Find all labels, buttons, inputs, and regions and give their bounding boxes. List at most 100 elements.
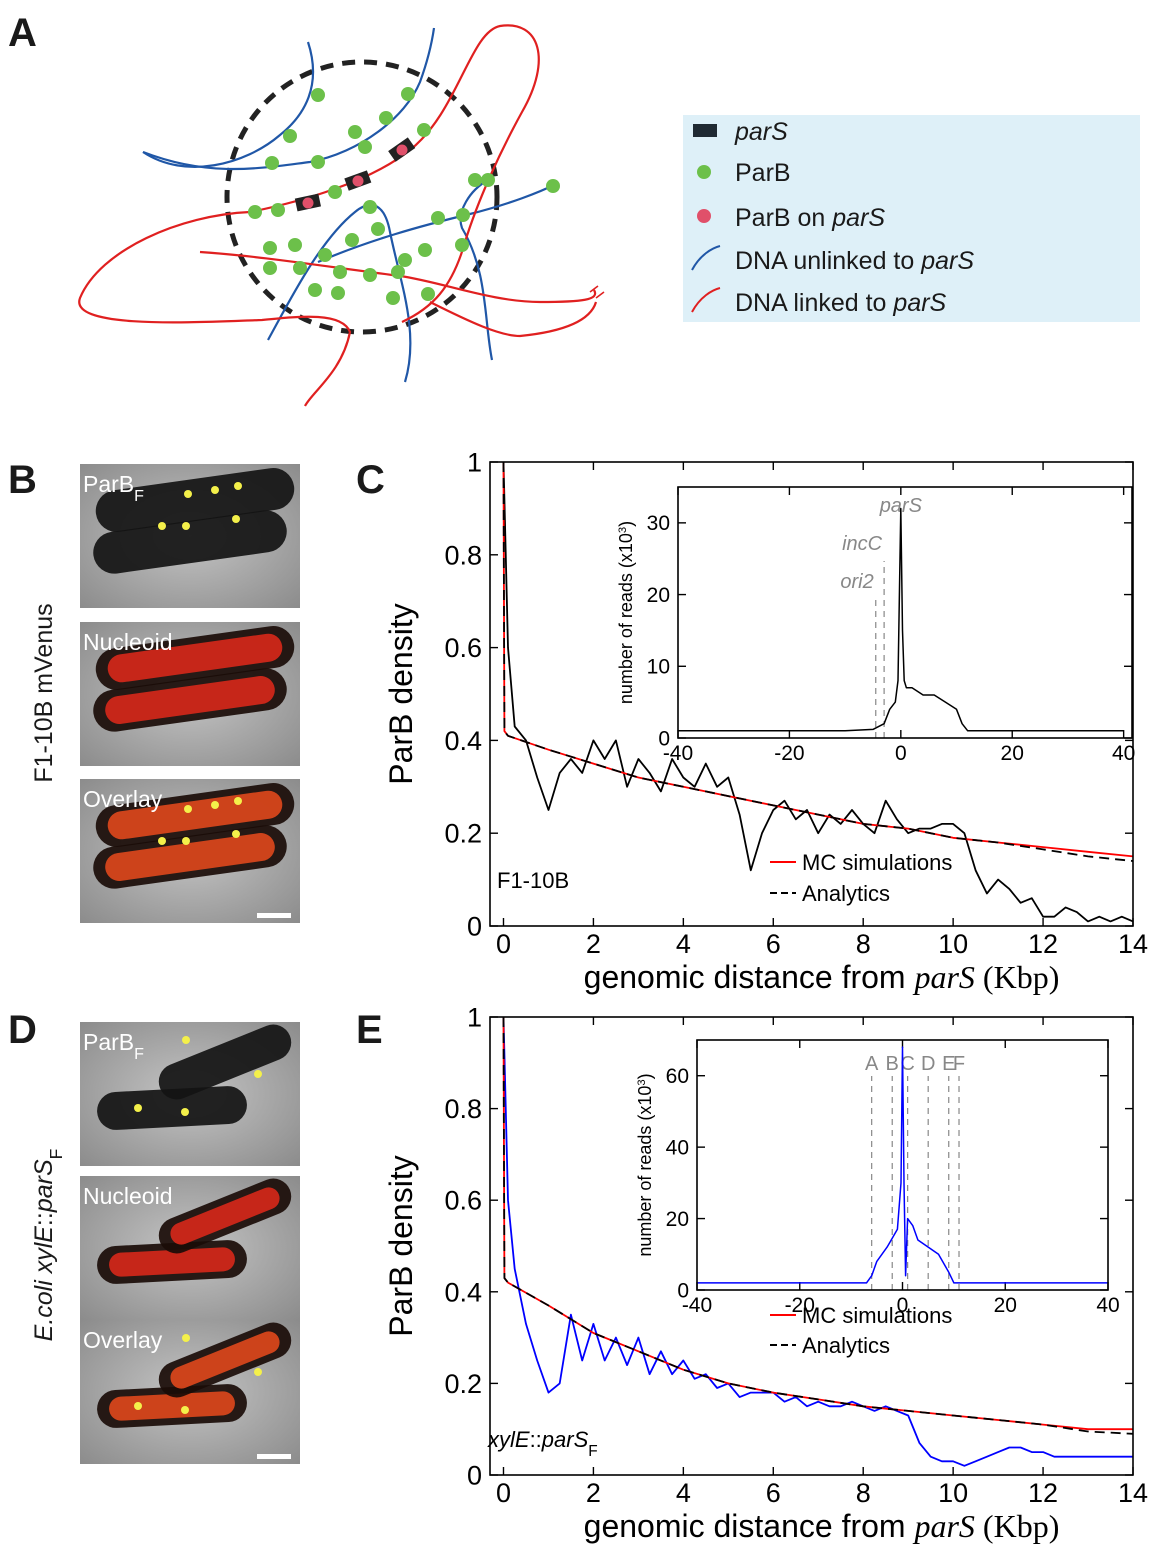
x-tick-label: 12 [1028,1478,1058,1508]
focus [158,837,166,845]
nucleoid [105,676,275,724]
nucleoid [170,1331,280,1389]
focus [182,522,190,530]
chart-annotation-part: parS [541,1427,589,1452]
x-tick-label: 2 [586,929,601,959]
chart-annotation-part: :: [530,1427,542,1452]
chart-annotation-part: F [588,1443,597,1460]
x-tick-label: -40 [663,742,693,765]
legend-entry: DNA linked to parS [735,289,947,317]
image-label: Nucleoid [83,1183,173,1209]
legend-icon [691,287,721,313]
legend-entry-part: ParB on [735,204,832,232]
focus [254,1368,262,1376]
legend-entry-part: DNA unlinked to [735,247,921,275]
y-tick-label: 10 [647,656,670,679]
legend-icon [697,165,711,179]
legend-icon [693,124,717,137]
side-label-part: :: [30,1212,58,1226]
legend-label: MC simulations [802,850,952,875]
focus [211,801,219,809]
side-label: F1-10B mVenus [30,603,58,782]
y-tick-label: 0 [467,911,482,941]
image-label-part: F [134,487,144,505]
focus [211,486,219,494]
legend-entry: DNA unlinked to parS [735,247,974,275]
y-axis-label-part: ) [635,1073,655,1079]
y-tick-label: 60 [666,1065,689,1088]
focus [254,1070,262,1078]
micrograph: ParBF [80,1022,300,1166]
x-tick-label: -20 [774,742,804,765]
image-label-part: ParB [83,471,134,497]
marker-label: B [886,1053,899,1075]
micrograph: ParBF [80,464,300,608]
legend-entry: parS [734,118,788,146]
image-label-part: Overlay [83,786,163,812]
scale-bar [257,1454,291,1459]
data-line [502,461,1134,862]
x-tick-label: 40 [1096,1294,1119,1317]
image-label-part: Overlay [83,1327,163,1353]
legend-entry-part: parS [892,289,946,317]
y-tick-label: 20 [666,1208,689,1231]
marker-label: D [921,1053,935,1075]
chart: 0 2 4 6 8 10 12 14 0 0.2 0.4 0.6 0.8 1 MC simulations A… [383,1002,1148,1544]
image-label: Overlay [83,1327,163,1353]
y-tick-label: 40 [666,1136,689,1159]
data-line [678,507,1124,732]
data-line [502,1016,1133,1467]
x-axis-label-part: genomic distance from [584,1508,915,1544]
y-axis-label: number of reads (x103) [635,1073,655,1256]
y-tick-label: 0.8 [444,1094,482,1124]
y-tick-label: 0.4 [444,726,482,756]
marker-label: ori2 [840,571,873,593]
nucleoid [105,833,275,881]
side-label-part: E.coli xylE [30,1226,58,1342]
y-tick-label: 0.8 [444,540,482,570]
pars-sites [294,137,416,212]
panel-label: E [356,1008,383,1052]
x-tick-label: 40 [1112,742,1135,765]
y-axis-label-part: 3 [617,527,629,533]
marker-label: A [865,1053,879,1075]
data-line [697,1046,1108,1284]
marker-label: C [900,1053,914,1075]
x-tick-label: 2 [586,1478,601,1508]
cell [93,510,287,574]
y-axis-label-part: ) [616,521,636,527]
marker-label: F [953,1053,965,1075]
x-tick-label: 0 [496,929,511,959]
data-line [502,1016,1134,1435]
plot-frame [696,1039,1109,1291]
dna-linked [78,24,605,407]
y-axis-label-part: ParB density [383,1155,419,1336]
y-tick-label: 0.6 [444,1186,482,1216]
image-label: ParBF [83,471,144,505]
data-line [502,461,1134,923]
x-tick-label: 14 [1118,929,1148,959]
inset-background [678,487,1132,738]
micrograph: Overlay [80,779,300,923]
y-tick-label: 0.6 [444,633,482,663]
focus [232,830,240,838]
x-tick-label: 8 [856,929,871,959]
x-axis-label-part: genomic distance from [584,959,915,995]
nucleoid [107,633,283,683]
legend-entry: ParB [735,159,791,187]
x-axis-label-part: parS [912,1508,974,1544]
legend-icon [697,209,711,223]
x-axis-label: genomic distance from parS (Kbp) [584,959,1060,995]
image-label: Overlay [83,786,163,812]
image-label: ParBF [83,1029,144,1063]
x-axis-label-part: (Kbp) [975,1508,1059,1544]
x-tick-label: 10 [938,1478,968,1508]
focus-circle [224,59,500,335]
x-tick-label: -20 [785,1294,815,1317]
x-tick-label: 10 [938,929,968,959]
plot-frame [489,1016,1134,1476]
focus [234,797,242,805]
y-axis-label-part: ParB density [383,603,419,784]
